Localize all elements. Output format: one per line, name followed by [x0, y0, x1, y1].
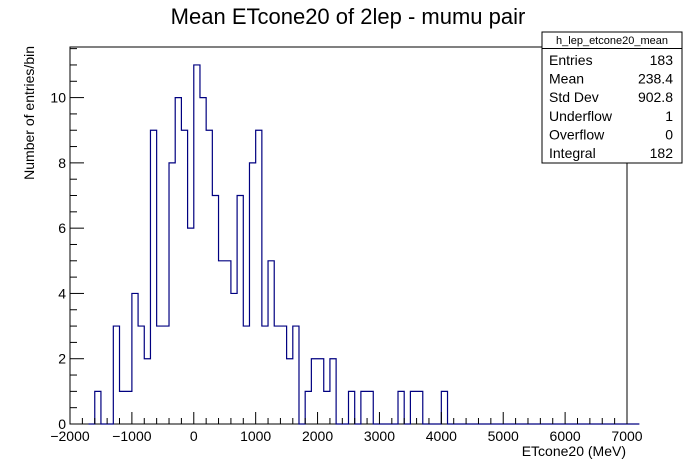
- stats-row-label: Std Dev: [549, 89, 599, 105]
- y-tick-label: 0: [58, 416, 66, 432]
- stats-row-label: Mean: [549, 71, 584, 87]
- stats-row-label: Entries: [549, 52, 593, 68]
- y-tick-label: 6: [58, 220, 66, 236]
- x-tick-label: 7000: [611, 428, 642, 444]
- y-tick-label: 10: [50, 90, 66, 106]
- chart-title: Mean ETcone20 of 2lep - mumu pair: [171, 4, 526, 29]
- x-tick-label: 3000: [364, 428, 395, 444]
- x-axis: −2000 −1000 0 1000 2000 3000 4000 5000 6000 7000: [50, 412, 643, 444]
- stats-row-value: 0: [665, 126, 673, 142]
- x-tick-label: 0: [190, 428, 198, 444]
- stats-box-frame: [541, 31, 683, 164]
- x-axis-label: ETcone20 (MeV): [522, 443, 626, 459]
- y-tick-label: 8: [58, 155, 66, 171]
- stats-row-value: 238.4: [638, 71, 673, 87]
- y-tick-label: 4: [58, 285, 66, 301]
- x-tick-label: 4000: [426, 428, 457, 444]
- y-axis-label: Number of entries/bin: [21, 46, 37, 180]
- x-tick-label: 6000: [550, 428, 581, 444]
- stats-row-label: Integral: [549, 145, 596, 161]
- stats-row-label: Underflow: [549, 108, 613, 124]
- histogram-series: [88, 64, 640, 425]
- x-tick-label: 2000: [302, 428, 333, 444]
- x-tick-label: −2000: [50, 428, 90, 444]
- stats-row-value: 1: [665, 108, 673, 124]
- x-tick-label: −1000: [112, 428, 152, 444]
- stats-row-value: 182: [650, 145, 674, 161]
- stats-row-value: 183: [650, 52, 674, 68]
- stats-row-label: Overflow: [549, 126, 605, 142]
- x-tick-label: 5000: [488, 428, 519, 444]
- stats-box: h_lep_etcone20_mean Entries 183 Mean 238.4 S…: [541, 31, 683, 164]
- stats-box-name: h_lep_etcone20_mean: [556, 35, 668, 47]
- x-tick-label: 1000: [240, 428, 271, 444]
- y-tick-label: 2: [58, 351, 66, 367]
- histogram-outline: [88, 64, 640, 425]
- stats-rows: Entries 183 Mean 238.4 Std Dev 902.8 Underflow…: [549, 52, 673, 161]
- y-axis: 0 2 4 6 8 10: [50, 48, 84, 432]
- stats-row-value: 902.8: [638, 89, 673, 105]
